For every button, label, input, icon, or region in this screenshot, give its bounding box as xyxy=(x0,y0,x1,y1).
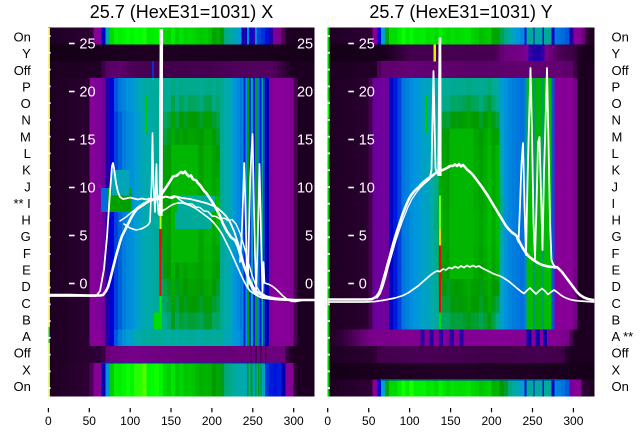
svg-text:O: O xyxy=(612,96,622,111)
svg-text:On: On xyxy=(612,379,629,394)
svg-text:150: 150 xyxy=(161,414,181,428)
svg-text:250: 250 xyxy=(243,414,263,428)
svg-text:Off: Off xyxy=(612,63,629,78)
svg-text:X: X xyxy=(22,362,31,377)
svg-text:100: 100 xyxy=(120,414,140,428)
svg-text:On: On xyxy=(13,30,30,45)
svg-text:G: G xyxy=(612,229,622,244)
svg-text:C: C xyxy=(612,296,621,311)
svg-text:5: 5 xyxy=(359,229,367,245)
svg-text:20: 20 xyxy=(297,85,313,101)
svg-text:250: 250 xyxy=(522,414,542,428)
svg-text:25: 25 xyxy=(359,37,375,53)
svg-text:D: D xyxy=(21,279,30,294)
svg-text:C: C xyxy=(21,296,30,311)
svg-text:M: M xyxy=(20,129,31,144)
svg-text:50: 50 xyxy=(83,414,97,428)
svg-text:Off: Off xyxy=(14,63,31,78)
svg-text:J: J xyxy=(612,179,619,194)
svg-text:25.7 (HexE31=1031) Y: 25.7 (HexE31=1031) Y xyxy=(369,2,552,22)
svg-text:20: 20 xyxy=(359,85,375,101)
svg-text:0: 0 xyxy=(79,277,87,293)
svg-text:H: H xyxy=(21,213,30,228)
svg-text:L: L xyxy=(612,146,619,161)
svg-text:0: 0 xyxy=(305,277,313,293)
svg-text:0: 0 xyxy=(324,414,331,428)
svg-text:100: 100 xyxy=(400,414,420,428)
svg-text:P: P xyxy=(612,79,621,94)
svg-text:M: M xyxy=(612,129,623,144)
svg-text:200: 200 xyxy=(202,414,222,428)
svg-text:E: E xyxy=(22,263,31,278)
svg-text:B: B xyxy=(22,312,31,327)
svg-text:J: J xyxy=(24,179,31,194)
svg-text:5: 5 xyxy=(79,229,87,245)
svg-text:N: N xyxy=(612,113,621,128)
svg-text:Y: Y xyxy=(612,46,621,61)
svg-text:K: K xyxy=(22,163,31,178)
svg-text:Y: Y xyxy=(22,46,31,61)
svg-text:300: 300 xyxy=(284,414,304,428)
svg-text:** I: ** I xyxy=(13,196,30,211)
svg-text:X: X xyxy=(612,362,621,377)
svg-text:Off: Off xyxy=(14,346,31,361)
svg-text:N: N xyxy=(21,113,30,128)
svg-text:E: E xyxy=(612,263,621,278)
svg-text:A **: A ** xyxy=(612,329,634,344)
svg-text:On: On xyxy=(612,30,629,45)
svg-text:H: H xyxy=(612,213,621,228)
svg-text:5: 5 xyxy=(305,229,313,245)
svg-text:15: 15 xyxy=(359,133,375,149)
svg-text:K: K xyxy=(612,163,621,178)
svg-text:F: F xyxy=(612,246,620,261)
svg-text:L: L xyxy=(24,146,31,161)
svg-text:F: F xyxy=(23,246,31,261)
svg-text:10: 10 xyxy=(297,181,313,197)
svg-text:50: 50 xyxy=(362,414,376,428)
svg-text:0: 0 xyxy=(359,277,367,293)
svg-text:15: 15 xyxy=(79,133,95,149)
svg-text:O: O xyxy=(21,96,31,111)
svg-text:200: 200 xyxy=(481,414,501,428)
svg-text:10: 10 xyxy=(79,181,95,197)
svg-text:25: 25 xyxy=(297,37,313,53)
svg-text:Off: Off xyxy=(612,346,629,361)
svg-text:10: 10 xyxy=(359,181,375,197)
svg-text:G: G xyxy=(21,229,31,244)
svg-text:150: 150 xyxy=(441,414,461,428)
svg-text:20: 20 xyxy=(79,85,95,101)
svg-text:15: 15 xyxy=(297,133,313,149)
svg-text:P: P xyxy=(22,79,31,94)
svg-text:I: I xyxy=(612,196,616,211)
svg-text:25.7 (HexE31=1031) X: 25.7 (HexE31=1031) X xyxy=(90,2,274,22)
svg-text:B: B xyxy=(612,312,621,327)
svg-text:0: 0 xyxy=(45,414,52,428)
svg-text:D: D xyxy=(612,279,621,294)
svg-text:A: A xyxy=(22,329,31,344)
svg-text:On: On xyxy=(13,379,30,394)
svg-text:300: 300 xyxy=(563,414,583,428)
svg-text:25: 25 xyxy=(79,37,95,53)
